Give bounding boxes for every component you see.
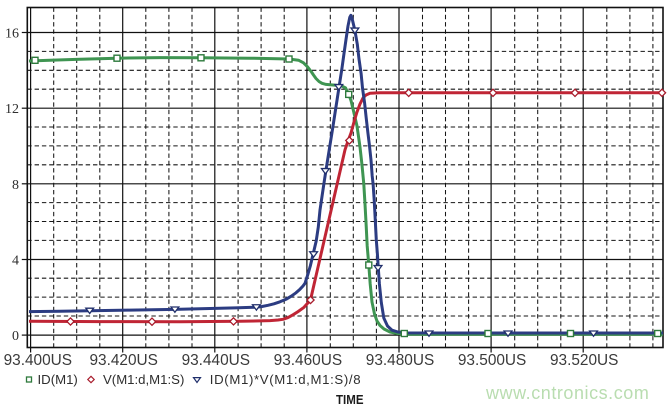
svg-text:ID(M1)*V(M1:d,M1:S)/8: ID(M1)*V(M1:d,M1:S)/8	[210, 372, 361, 387]
svg-text:93.420US: 93.420US	[89, 352, 157, 369]
svg-text:93.440US: 93.440US	[182, 352, 250, 369]
svg-text:93.400US: 93.400US	[4, 352, 72, 369]
svg-text:V(M1:d,M1:S): V(M1:d,M1:S)	[103, 372, 184, 387]
svg-text:93.520US: 93.520US	[550, 352, 618, 369]
svg-text:www.cntronics.com: www.cntronics.com	[485, 383, 649, 403]
svg-text:ID(M1): ID(M1)	[38, 372, 78, 387]
svg-text:12: 12	[5, 102, 19, 117]
svg-text:93.480US: 93.480US	[366, 352, 434, 369]
svg-text:93.500US: 93.500US	[458, 352, 526, 369]
svg-text:8: 8	[12, 178, 19, 193]
svg-text:93.460US: 93.460US	[274, 352, 342, 369]
svg-text:4: 4	[12, 254, 19, 269]
svg-text:16: 16	[5, 27, 19, 42]
svg-text:0: 0	[12, 329, 19, 344]
svg-text:TIME: TIME	[336, 392, 364, 407]
